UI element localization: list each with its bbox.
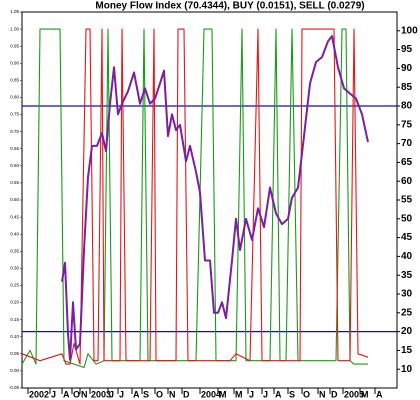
y-tick-label: 40: [401, 251, 413, 262]
x-tick-label: A: [133, 389, 140, 399]
chart-title: Money Flow Index (70.4344), BUY (0.0151)…: [95, 1, 364, 12]
y2-tick-label: 0.30: [10, 266, 19, 271]
x-tick-label: S: [289, 389, 295, 399]
y-tick-label: 60: [401, 176, 413, 187]
y-tick-label: 85: [401, 82, 413, 93]
y2-tick-label: 0.70: [10, 129, 19, 134]
x-tick-label: N: [319, 389, 326, 399]
y2-tick-label: 0.00: [10, 368, 19, 373]
x-tick-label: O: [303, 389, 310, 399]
x-tick-label: A: [376, 389, 383, 399]
y-tick-label: 65: [401, 157, 413, 168]
y-tick-label: 90: [401, 63, 413, 74]
y-tick-label: 20: [401, 326, 413, 337]
x-tick-label: J: [109, 389, 114, 399]
y-tick-label: 75: [401, 119, 413, 130]
y2-tick-label: 0.65: [10, 146, 19, 151]
y-tick-label: 25: [401, 307, 413, 318]
x-tick-label: J: [119, 389, 124, 399]
y-tick-label: 15: [401, 345, 413, 356]
y2-tick-label: 0.35: [10, 248, 19, 253]
y2-tick-label: 0.90: [10, 60, 19, 65]
y2-tick-label: -0.05: [9, 385, 20, 390]
x-tick-label: J: [249, 389, 254, 399]
x-tick-label: 2004: [201, 389, 221, 399]
y2-tick-label: 0.05: [10, 351, 19, 356]
x-tick-label: 2005: [344, 389, 364, 399]
x-tick-label: J: [51, 389, 56, 399]
y-tick-label: 70: [401, 138, 413, 149]
x-tick-label: A: [63, 389, 70, 399]
x-tick-label: D: [331, 389, 338, 399]
y2-tick-label: 1.00: [10, 26, 19, 31]
y-tick-label: 35: [401, 270, 413, 281]
x-tick-label: J: [263, 389, 268, 399]
y2-tick-label: 0.50: [10, 197, 19, 202]
y2-tick-label: 0.15: [10, 317, 19, 322]
y2-tick-label: 0.55: [10, 180, 19, 185]
y2-tick-label: 0.60: [10, 163, 19, 168]
y-tick-label: 30: [401, 289, 413, 300]
series-line: [21, 28, 368, 369]
y-tick-label: 45: [401, 232, 413, 243]
y2-tick-label: 0.80: [10, 95, 19, 100]
x-tick-label: M: [235, 389, 243, 399]
x-tick-label: M: [361, 389, 369, 399]
y2-tick-label: 0.20: [10, 300, 19, 305]
y2-tick-label: 0.75: [10, 112, 19, 117]
y2-tick-label: 1.05: [10, 9, 19, 14]
y-tick-label: 80: [401, 101, 413, 112]
x-tick-label: D: [183, 389, 190, 399]
y2-tick-label: 0.25: [10, 283, 19, 288]
x-tick-label: 2003: [91, 389, 111, 399]
y-tick-label: 50: [401, 213, 413, 224]
x-tick-label: M: [219, 389, 227, 399]
series-line: [61, 35, 369, 361]
y2-tick-label: 0.85: [10, 78, 19, 83]
y-tick-label: 95: [401, 44, 413, 55]
y2-tick-label: 0.95: [10, 43, 19, 48]
y2-tick-label: 0.45: [10, 214, 19, 219]
x-tick-label: 2002: [29, 389, 49, 399]
y-tick-label: 10: [401, 364, 413, 375]
y2-tick-label: 0.40: [10, 231, 19, 236]
series-line: [21, 28, 369, 365]
y-tick-label: 55: [401, 195, 413, 206]
y2-tick-label: 0.10: [10, 334, 19, 339]
x-tick-label: N: [169, 389, 176, 399]
x-tick-label: O: [73, 389, 80, 399]
x-tick-label: N: [81, 389, 88, 399]
x-tick-label: S: [143, 389, 149, 399]
y-tick-label: 100: [401, 25, 418, 36]
x-tick-label: O: [156, 389, 163, 399]
x-tick-label: A: [275, 389, 282, 399]
